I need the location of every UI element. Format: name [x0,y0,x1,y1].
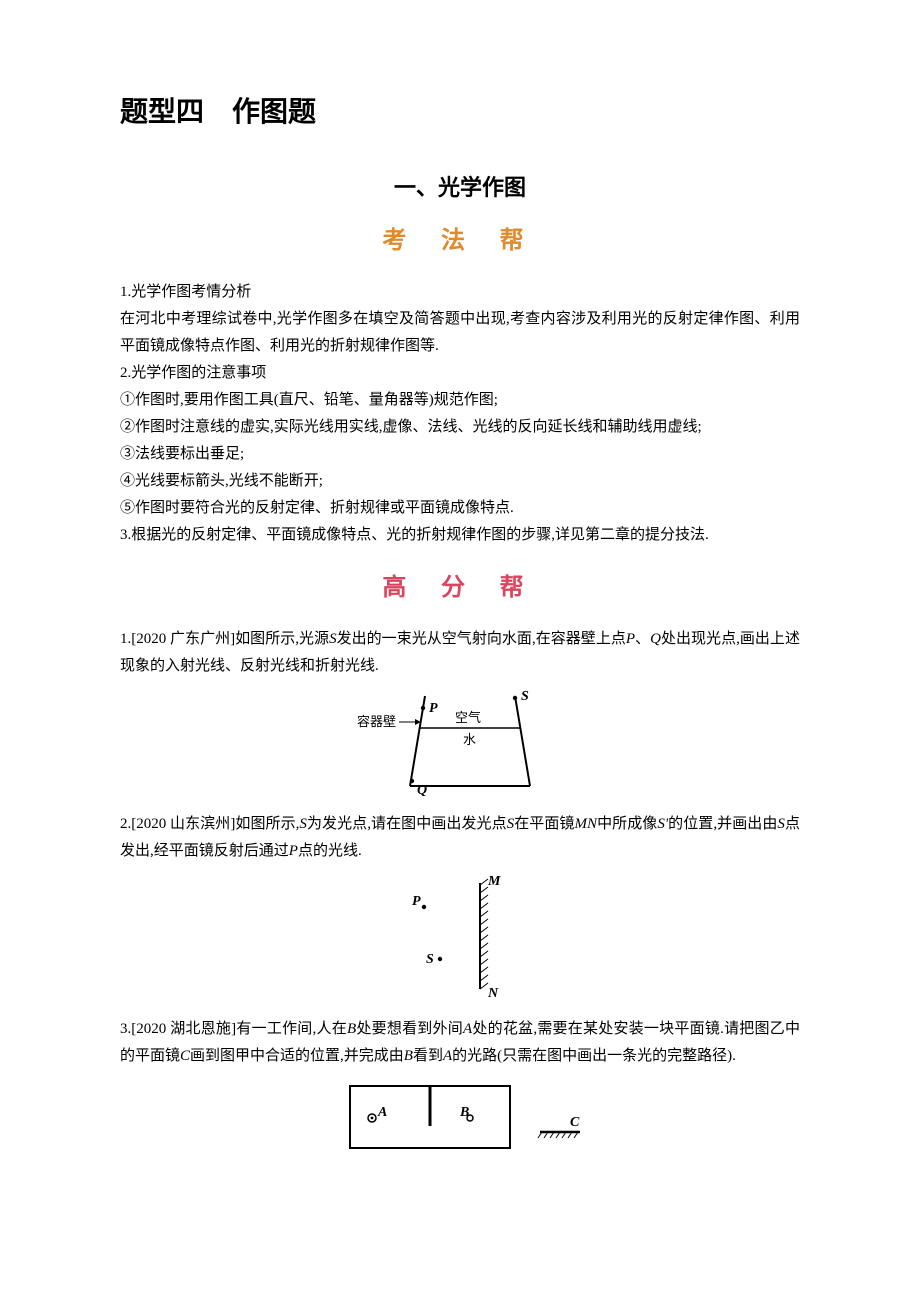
kaofa-li3: ③法线要标出垂足; [120,441,800,468]
q3-pre: 3.[2020 湖北恩施]有一工作间,人在 [120,1021,347,1037]
q1-sep: 、 [635,631,650,647]
main-title: 题型四 作图题 [120,90,800,130]
q1-text: 1.[2020 广东广州]如图所示,光源S发出的一束光从空气射向水面,在容器壁上… [120,626,800,680]
kaofa-sub3: 3.根据光的反射定律、平面镜成像特点、光的折射规律作图的步骤,详见第二章的提分技… [120,522,800,549]
kaofa-sub2: 2.光学作图的注意事项 [120,360,800,387]
q3-fig-B: B [459,1105,469,1120]
q3-B1: B [347,1021,356,1037]
q3-C: C [180,1048,190,1064]
q2-fig-M: M [487,874,501,889]
q2-MN: MN [575,816,598,832]
q3-mid3: 画到图甲中合适的位置,并完成由 [190,1048,404,1064]
question-2: 2.[2020 山东滨州]如图所示,S为发光点,请在图中画出发光点S在平面镜MN… [120,811,800,1006]
q2-fig-P: P [412,894,421,909]
q1-fig-S: S [521,689,529,704]
section-one-title: 一、光学作图 [120,170,800,202]
page-container: 题型四 作图题 一、光学作图 考 法 帮 1.光学作图考情分析 在河北中考理综试… [0,0,920,1236]
q2-S1: S [299,816,307,832]
q1-fig-water-label: 水 [463,732,476,747]
q3-fig-C: C [570,1115,580,1130]
q3-A2: A [443,1048,452,1064]
q2-diagram: M N P S [370,871,550,1001]
q2-Sprime: S' [657,816,668,832]
kaofa-li2: ②作图时注意线的虚实,实际光线用实线,虚像、法线、光线的反向延长线和辅助线用虚线… [120,414,800,441]
kaofa-heading: 考 法 帮 [120,220,800,255]
q2-fig-N: N [487,986,499,1001]
kaofa-p1: 在河北中考理综试卷中,光学作图多在填空及简答题中出现,考查内容涉及利用光的反射定… [120,306,800,360]
q1-fig-air-label: 空气 [455,710,481,725]
kaofa-li1: ①作图时,要用作图工具(直尺、铅笔、量角器等)规范作图; [120,387,800,414]
q3-figure: A B C [120,1076,800,1166]
q1-P: P [626,631,635,647]
q1-figure: P S Q 容器壁 空气 水 [120,686,800,801]
q3-fig-A: A [377,1105,387,1120]
q3-text: 3.[2020 湖北恩施]有一工作间,人在B处要想看到外间A处的花盆,需要在某处… [120,1016,800,1070]
question-3: 3.[2020 湖北恩施]有一工作间,人在B处要想看到外间A处的花盆,需要在某处… [120,1016,800,1166]
q2-figure: M N P S [120,871,800,1006]
q3-B2: B [404,1048,413,1064]
q1-fig-wall-label: 容器壁 [357,714,396,729]
q3-diagram: A B C [310,1076,610,1161]
q1-diagram: P S Q 容器壁 空气 水 [345,686,575,796]
q3-mid4: 看到 [413,1048,443,1064]
kaofa-sub1: 1.光学作图考情分析 [120,279,800,306]
q1-S: S [329,631,337,647]
kaofa-li4: ④光线要标箭头,光线不能断开; [120,468,800,495]
q2-pre: 2.[2020 山东滨州]如图所示, [120,816,299,832]
q2-S3: S [777,816,785,832]
q2-mid2: 在平面镜 [514,816,574,832]
q2-mid6: 点的光线. [298,843,362,859]
q2-mid3: 中所成像 [597,816,657,832]
q1-fig-Q: Q [417,783,427,796]
q3-A1: A [463,1021,472,1037]
gaofen-heading: 高 分 帮 [120,567,800,602]
question-1: 1.[2020 广东广州]如图所示,光源S发出的一束光从空气射向水面,在容器壁上… [120,626,800,801]
q3-mid1: 处要想看到外间 [356,1021,463,1037]
q2-fig-S: S [426,952,434,967]
q2-mid1: 为发光点,请在图中画出发光点 [307,816,507,832]
q2-mid4: 的位置,并画出由 [668,816,777,832]
q1-mid1: 发出的一束光从空气射向水面,在容器壁上点 [337,631,626,647]
q2-P: P [289,843,298,859]
q1-pre: 1.[2020 广东广州]如图所示,光源 [120,631,329,647]
q2-text: 2.[2020 山东滨州]如图所示,S为发光点,请在图中画出发光点S在平面镜MN… [120,811,800,865]
q1-Q: Q [650,631,661,647]
q1-fig-P: P [429,701,438,716]
q3-mid5: 的光路(只需在图中画出一条光的完整路径). [452,1048,736,1064]
kaofa-li5: ⑤作图时要符合光的反射定律、折射规律或平面镜成像特点. [120,495,800,522]
